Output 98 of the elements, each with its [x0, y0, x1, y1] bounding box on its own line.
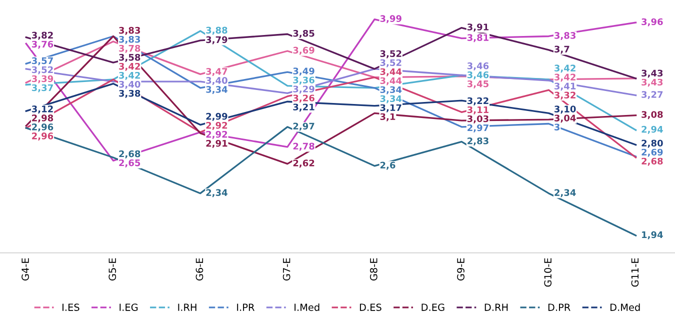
data-label: 3,52: [380, 59, 402, 68]
data-label: 3,34: [380, 86, 402, 94]
legend-label: I.PR: [237, 304, 254, 311]
data-label: 2,99: [206, 112, 228, 121]
data-label: 3,37: [32, 84, 53, 92]
data-label: 3,42: [554, 74, 576, 82]
data-label: 3,40: [119, 80, 140, 89]
x-tick-label: G10-E: [544, 258, 552, 287]
data-label: 3,29: [293, 86, 314, 94]
x-tick-label: G8-E: [370, 258, 378, 280]
data-label: 3: [554, 124, 560, 130]
data-label: 3,38: [119, 90, 140, 98]
data-label: 3,42: [119, 62, 140, 71]
data-label: 3,83: [119, 26, 140, 35]
data-label: 3,43: [642, 78, 663, 87]
data-label: 1,94: [642, 231, 663, 240]
data-label: 2,6: [380, 162, 396, 170]
data-label: 3,03: [467, 115, 488, 124]
data-label: 3,12: [32, 106, 53, 114]
data-label: 3,69: [293, 46, 314, 55]
data-label: 3,85: [293, 30, 314, 38]
data-label: 3,78: [119, 44, 140, 53]
data-label: 3,22: [467, 97, 488, 106]
data-label: 3,52: [32, 66, 53, 74]
legend-label: D.ES: [360, 304, 382, 311]
data-label: 3,42: [119, 72, 140, 80]
data-label: 3,1: [380, 113, 396, 122]
data-label: 3,96: [642, 18, 663, 26]
data-label: 3,52: [380, 50, 402, 58]
data-label: 2,69: [642, 148, 663, 157]
data-label: 3,32: [554, 92, 576, 100]
data-label: 3,49: [293, 68, 314, 76]
data-label: 3,99: [380, 15, 402, 24]
x-tick-label: G9-E: [457, 258, 464, 280]
data-label: 2,65: [119, 159, 140, 168]
data-label: 3,40: [206, 77, 228, 85]
data-label: 2,68: [642, 158, 663, 166]
data-label: 3,41: [554, 82, 576, 91]
data-label: 2,97: [468, 124, 488, 132]
data-label: 3,44: [380, 77, 402, 86]
data-label: 3,44: [380, 68, 402, 76]
data-label: 3,46: [467, 62, 489, 70]
data-label: 3,58: [119, 54, 140, 62]
data-label: 3,81: [467, 34, 488, 42]
data-label: 3,10: [554, 106, 576, 114]
legend-label: I.ES: [62, 304, 80, 311]
data-label: 2,98: [32, 114, 54, 122]
data-label: 3,34: [206, 86, 228, 94]
data-label: 3,08: [642, 111, 663, 120]
data-label: 2,83: [468, 137, 488, 146]
data-label: 2,34: [554, 189, 576, 198]
data-label: 3,46: [467, 71, 489, 80]
data-label: 3,04: [554, 114, 576, 123]
x-tick-label: G4-E: [22, 258, 29, 280]
data-label: 2,96: [32, 124, 54, 132]
data-label: 3,39: [32, 75, 54, 84]
data-label: 2,34: [206, 189, 228, 198]
legend-label: D.RH: [484, 304, 508, 311]
legend-label: D.Med: [610, 303, 640, 311]
data-label: 3,43: [642, 70, 663, 78]
data-label: 3,7: [554, 46, 570, 54]
data-label: 3,21: [293, 104, 314, 112]
legend-label: I.Med: [294, 303, 320, 311]
data-label: 2,92: [206, 130, 228, 139]
data-label: 2,94: [642, 126, 663, 134]
legend-label: I.RH: [178, 304, 196, 311]
data-label: 3,57: [32, 57, 53, 66]
x-tick-label: G11-E: [631, 258, 639, 287]
data-label: 2,62: [293, 160, 314, 168]
data-label: 2,96: [32, 132, 54, 140]
x-tick-label: G6-E: [196, 258, 204, 280]
data-label: 2,92: [206, 122, 228, 130]
data-label: 3,42: [554, 64, 576, 73]
data-label: 3,27: [642, 91, 663, 100]
data-label: 2,97: [293, 122, 314, 131]
legend-label: D.EG: [422, 304, 444, 311]
x-tick-label: G7-E: [282, 258, 290, 280]
data-label: 3,11: [467, 106, 488, 114]
data-label: 3,83: [119, 36, 140, 44]
legend-label: I.EG: [120, 304, 138, 311]
data-label: 2,68: [119, 150, 140, 158]
data-label: 3,17: [380, 104, 402, 112]
data-label: 2,80: [642, 140, 663, 148]
data-label: 3,26: [293, 94, 314, 103]
x-tick-label: G5-E: [108, 258, 116, 280]
data-label: 2,78: [293, 142, 314, 151]
data-label: 3,83: [554, 32, 576, 40]
data-label: 3,45: [467, 80, 488, 88]
data-label: 3,47: [206, 68, 228, 76]
data-label: 3,36: [293, 76, 314, 85]
data-label: 3,91: [467, 24, 488, 32]
data-label: 3,79: [206, 36, 228, 44]
data-label: 3,76: [32, 40, 54, 49]
data-label: 3,82: [32, 32, 53, 40]
data-label: 3,88: [206, 26, 228, 35]
data-label: 2,91: [206, 140, 228, 148]
legend-label: D.PR: [548, 304, 570, 311]
data-label: 3,34: [380, 95, 402, 104]
